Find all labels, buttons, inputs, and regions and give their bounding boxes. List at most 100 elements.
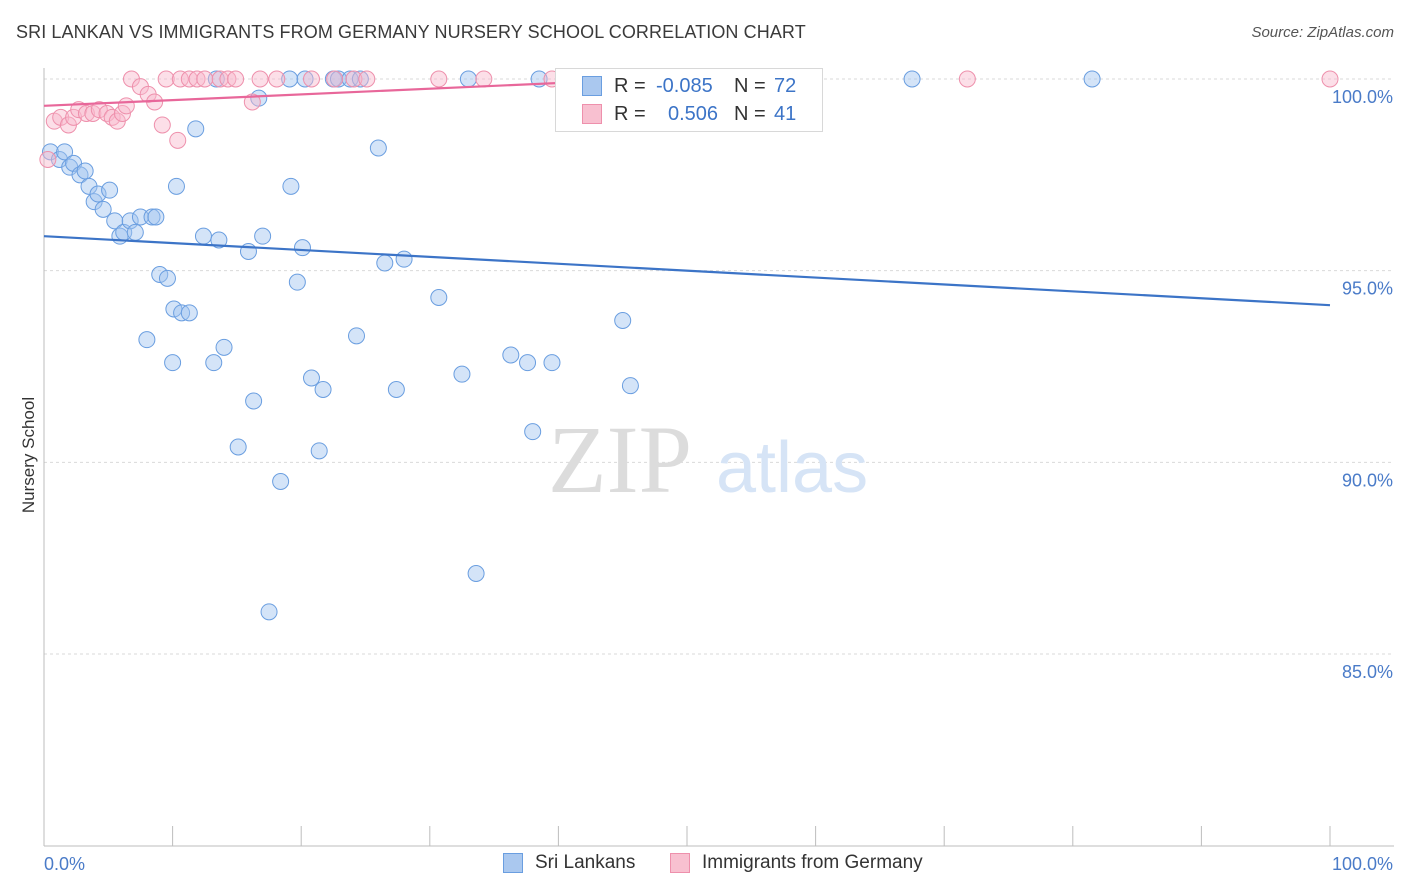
point-sri-lankans[interactable] — [138, 331, 156, 349]
legend-swatch-sri-lankans — [582, 76, 602, 96]
legend-n-value-sri-lankans: 72 — [774, 74, 797, 97]
point-sri-lankans[interactable] — [453, 365, 471, 383]
point-sri-lankans[interactable] — [395, 250, 413, 268]
point-sri-lankans[interactable] — [94, 200, 112, 218]
point-germany[interactable] — [227, 70, 245, 88]
legend-n-value-germany: 41 — [774, 102, 797, 125]
point-sri-lankans[interactable] — [430, 289, 448, 306]
point-sri-lankans[interactable] — [167, 177, 185, 195]
point-sri-lankans[interactable] — [164, 354, 182, 372]
point-sri-lankans[interactable] — [502, 346, 520, 364]
point-sri-lankans[interactable] — [347, 327, 365, 345]
point-sri-lankans[interactable] — [194, 227, 212, 245]
legend-item-germany[interactable]: Immigrants from Germany — [670, 852, 923, 874]
point-sri-lankans[interactable] — [272, 473, 290, 490]
point-germany[interactable] — [90, 101, 108, 119]
point-sri-lankans[interactable] — [614, 312, 632, 329]
point-sri-lankans[interactable] — [281, 70, 299, 88]
y-axis-label: Nursery School — [19, 397, 38, 513]
point-germany[interactable] — [77, 105, 95, 122]
point-sri-lankans[interactable] — [310, 442, 328, 460]
y-tick-label: 85.0% — [1342, 662, 1393, 682]
trendline-sri-lankans — [43, 235, 1331, 307]
legend-label-germany: Immigrants from Germany — [702, 852, 923, 873]
point-germany[interactable] — [358, 70, 376, 88]
point-sri-lankans[interactable] — [329, 70, 347, 88]
watermark-atlas: atlas — [716, 428, 868, 508]
point-sri-lankans[interactable] — [519, 354, 537, 372]
point-sri-lankans[interactable] — [282, 177, 300, 195]
point-sri-lankans[interactable] — [524, 423, 542, 441]
point-germany[interactable] — [268, 70, 286, 88]
series-layer — [39, 70, 1339, 621]
point-sri-lankans[interactable] — [56, 143, 74, 161]
point-sri-lankans[interactable] — [215, 338, 233, 356]
point-sri-lankans[interactable] — [187, 120, 205, 138]
series-sri-lankans — [41, 70, 1101, 621]
point-sri-lankans[interactable] — [205, 354, 223, 372]
point-sri-lankans[interactable] — [151, 266, 169, 283]
watermark-zip: ZIP — [548, 406, 692, 513]
point-sri-lankans[interactable] — [351, 70, 369, 88]
point-germany[interactable] — [251, 70, 269, 88]
legend-item-sri-lankans[interactable]: Sri Lankans — [503, 852, 635, 874]
series-legend: Sri Lankans Immigrants from Germany — [0, 852, 1406, 878]
point-sri-lankans[interactable] — [245, 392, 263, 410]
point-germany[interactable] — [117, 97, 135, 115]
point-sri-lankans[interactable] — [341, 70, 359, 88]
point-sri-lankans[interactable] — [467, 565, 485, 582]
point-sri-lankans[interactable] — [143, 208, 161, 226]
legend-swatch-sri-lankans — [503, 853, 523, 873]
point-sri-lankans[interactable] — [376, 254, 394, 272]
y-tick-label: 100.0% — [1332, 87, 1393, 107]
point-sri-lankans[interactable] — [293, 239, 311, 257]
x-tick-label-max: 100.0% — [1332, 854, 1393, 874]
point-sri-lankans[interactable] — [543, 354, 561, 372]
point-germany[interactable] — [113, 105, 131, 122]
point-sri-lankans[interactable] — [207, 70, 225, 88]
point-sri-lankans[interactable] — [147, 208, 165, 226]
point-sri-lankans[interactable] — [106, 212, 124, 230]
axis-layer: 100.0% 95.0% 90.0% 85.0% 0.0% 100.0% — [43, 68, 1394, 874]
x-tick-label-min: 0.0% — [44, 854, 85, 874]
point-sri-lankans[interactable] — [158, 269, 176, 287]
point-sri-lankans[interactable] — [903, 70, 921, 88]
point-germany[interactable] — [1321, 70, 1339, 88]
point-germany[interactable] — [326, 70, 344, 88]
point-germany[interactable] — [430, 70, 448, 88]
point-sri-lankans[interactable] — [180, 304, 198, 322]
point-germany[interactable] — [171, 70, 189, 88]
point-germany[interactable] — [958, 70, 976, 88]
point-germany[interactable] — [39, 151, 57, 168]
point-sri-lankans[interactable] — [288, 273, 306, 291]
point-germany[interactable] — [302, 70, 320, 88]
point-sri-lankans[interactable] — [1083, 70, 1101, 88]
point-sri-lankans[interactable] — [387, 381, 405, 398]
point-germany[interactable] — [243, 93, 261, 111]
point-sri-lankans[interactable] — [254, 227, 272, 245]
point-sri-lankans[interactable] — [229, 438, 247, 456]
point-germany[interactable] — [196, 70, 214, 88]
point-germany[interactable] — [153, 116, 171, 134]
point-sri-lankans[interactable] — [76, 162, 94, 180]
point-germany[interactable] — [70, 101, 88, 119]
trend-layer — [43, 77, 1331, 307]
point-sri-lankans[interactable] — [314, 381, 332, 398]
grid-layer — [44, 78, 1394, 655]
point-sri-lankans[interactable] — [101, 181, 119, 199]
chart-title: SRI LANKAN VS IMMIGRANTS FROM GERMANY NU… — [16, 22, 806, 42]
point-sri-lankans[interactable] — [369, 139, 387, 157]
point-sri-lankans[interactable] — [131, 208, 149, 226]
point-sri-lankans[interactable] — [621, 377, 639, 395]
point-germany[interactable] — [169, 131, 187, 149]
point-sri-lankans[interactable] — [260, 603, 278, 621]
point-sri-lankans[interactable] — [210, 231, 228, 249]
point-sri-lankans[interactable] — [296, 70, 314, 88]
point-sri-lankans[interactable] — [126, 223, 144, 241]
point-sri-lankans[interactable] — [459, 70, 477, 88]
point-germany[interactable] — [157, 70, 175, 88]
point-sri-lankans[interactable] — [302, 369, 320, 387]
point-germany[interactable] — [345, 70, 363, 88]
point-germany[interactable] — [475, 70, 493, 88]
